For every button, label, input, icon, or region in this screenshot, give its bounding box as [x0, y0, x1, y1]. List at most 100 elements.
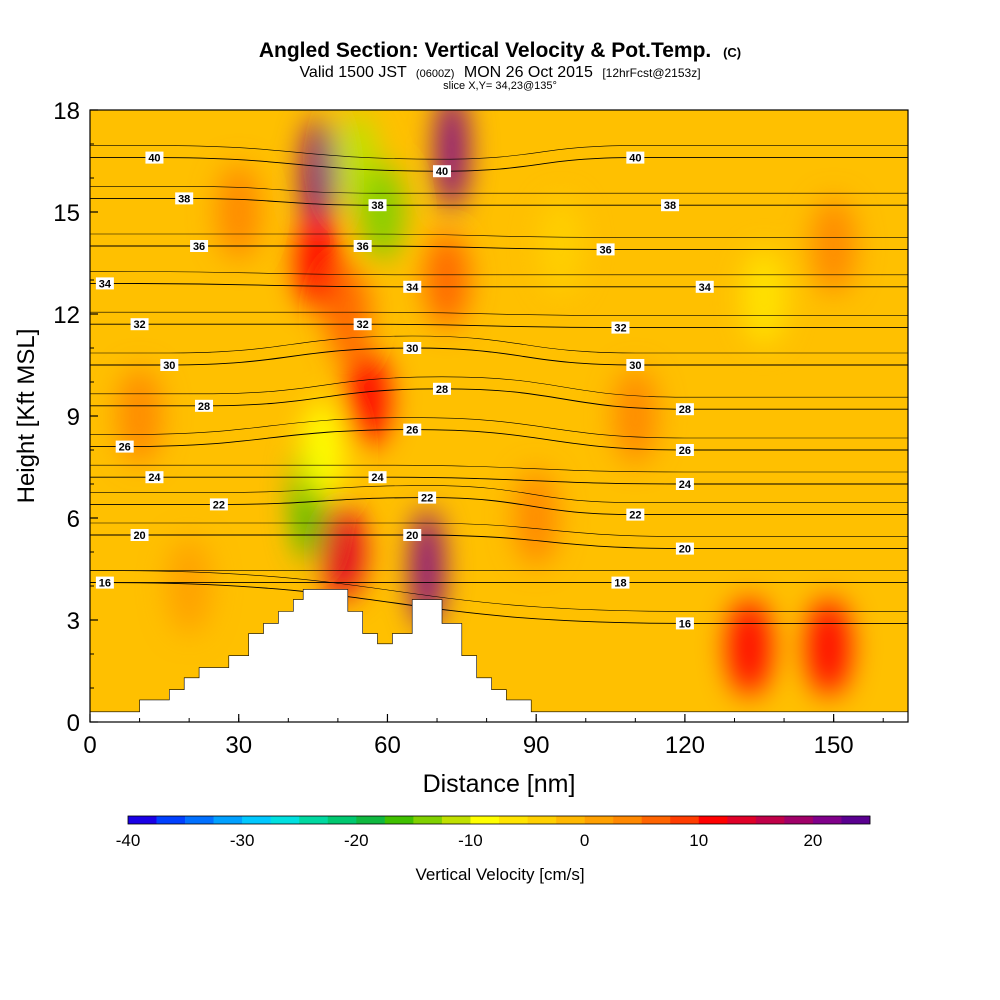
x-tick-label-120: 120 [665, 732, 705, 759]
velocity-cell-1 [296, 215, 341, 311]
contour-label-text: 22 [421, 493, 433, 505]
contour-label-text: 20 [133, 530, 145, 542]
theta-contour-minor-34 [90, 271, 908, 276]
velocity-cell-16 [117, 368, 162, 464]
contour-label-40-1: 40 [432, 165, 451, 178]
contour-label-text: 32 [133, 319, 145, 331]
y-tick-label-18: 18 [53, 98, 80, 125]
contour-label-text: 40 [148, 153, 160, 165]
contour-label-text: 38 [371, 200, 383, 212]
x-tick-label-0: 0 [83, 732, 96, 759]
y-tick-label-9: 9 [67, 404, 80, 431]
x-tick-label-150: 150 [814, 732, 854, 759]
contour-label-text: 16 [99, 578, 111, 590]
plot-background [90, 110, 908, 722]
contour-label-text: 24 [371, 472, 384, 484]
svg-text:Valid 1500 JST (0600Z): Valid 1500 JST (0600Z) MON 26 Oct 2015 [… [299, 64, 700, 81]
colorbar-tick--40: -40 [116, 831, 141, 850]
chart-title-unit: (C) [723, 45, 741, 60]
contour-label-28-0: 28 [195, 399, 214, 413]
colorbar-tick--30: -30 [230, 831, 255, 850]
contour-label-text: 22 [213, 499, 225, 511]
velocity-cell-5 [424, 232, 469, 328]
velocity-field [117, 110, 856, 696]
contour-label-text: 30 [163, 360, 175, 372]
contour-label-text: 34 [406, 282, 419, 294]
y-axis-label: Height [Kft MSL] [13, 329, 40, 504]
contour-label-text: 16 [679, 618, 691, 630]
colorbar-tick-0: 0 [580, 831, 589, 850]
contour-label-20-2: 20 [675, 542, 694, 556]
contour-label-text: 24 [679, 479, 692, 491]
colorbar-swatch-16 [584, 816, 614, 824]
velocity-cell-21 [514, 470, 559, 566]
subtitle-forecast: [12hrFcst@2153z] [602, 66, 700, 80]
colorbar-swatch-0 [128, 816, 157, 824]
y-tick-label-0: 0 [67, 710, 80, 737]
x-tick-label-60: 60 [374, 732, 401, 759]
contour-label-38-1: 38 [368, 199, 387, 212]
contour-label-22-0: 22 [209, 498, 228, 511]
theta-contour-minor-20 [90, 522, 908, 537]
contour-label-28-2: 28 [675, 403, 694, 416]
colorbar-swatch-15 [556, 816, 585, 824]
velocity-cell-14 [742, 249, 787, 345]
contour-label-32-2: 32 [611, 321, 630, 335]
theta-contour-minor-38 [90, 186, 908, 194]
contour-label-text: 38 [178, 193, 190, 205]
x-tick-label-90: 90 [523, 732, 550, 759]
colorbar-frame [127, 815, 871, 825]
contour-label-text: 24 [148, 472, 161, 484]
contour-label-text: 40 [629, 153, 641, 165]
contour-label-34-2: 34 [695, 280, 714, 294]
contour-label-text: 20 [406, 530, 418, 542]
colorbar-swatch-24 [812, 816, 842, 824]
colorbar-swatch-4 [242, 816, 271, 824]
theta-contour-minor-22 [90, 485, 908, 503]
velocity-cell-9 [301, 402, 346, 498]
theta-contour-minor-36 [90, 233, 908, 238]
colorbar-swatch-21 [727, 816, 757, 824]
contour-label-30-2: 30 [626, 359, 645, 372]
y-axis: 0 3 6 9 12 15 18 [53, 98, 98, 737]
chart-header: Angled Section: Vertical Velocity & Pot.… [259, 39, 741, 92]
colorbar-swatch-10 [413, 816, 443, 824]
colorbar-tick--20: -20 [344, 831, 369, 850]
contour-label-24-1: 24 [368, 471, 387, 484]
colorbar-swatch-9 [384, 816, 414, 824]
contour-label-34-1: 34 [403, 280, 422, 294]
chart-title: Angled Section: Vertical Velocity & Pot.… [259, 39, 711, 62]
contour-label-20-0: 20 [130, 529, 149, 542]
subtitle-utc: (0600Z) [416, 68, 455, 80]
contour-label-text: 30 [629, 360, 641, 372]
theta-contour-minor-32 [90, 311, 908, 316]
svg-text:Angled Section: Vertical Veloc: Angled Section: Vertical Velocity & Pot.… [259, 39, 741, 62]
colorbar-swatch-12 [470, 816, 500, 824]
theta-contour-minor-40 [90, 145, 908, 160]
contour-label-36-2: 36 [596, 243, 615, 256]
terrain [89, 589, 909, 723]
contour-label-text: 36 [599, 244, 611, 256]
theta-contour-28 [90, 388, 908, 410]
contour-label-26-2: 26 [675, 444, 694, 457]
colorbar-swatch-7 [327, 816, 357, 824]
contour-label-22-2: 22 [626, 508, 645, 522]
subtitle-valid: Valid 1500 JST [299, 64, 407, 81]
y-tick-label-6: 6 [67, 506, 80, 533]
y-tick-label-15: 15 [53, 200, 80, 227]
colorbar-swatch-6 [299, 816, 329, 824]
contour-label-40-0: 40 [145, 151, 164, 165]
colorbar-swatch-18 [641, 816, 671, 824]
contour-label-24-2: 24 [675, 478, 694, 491]
theta-contour-minor-28 [90, 376, 908, 398]
velocity-cell-18 [811, 198, 856, 294]
contour-label-text: 34 [99, 278, 112, 290]
theta-contour-minor-30 [90, 335, 908, 354]
contour-label-38-2: 38 [661, 199, 680, 212]
contour-label-text: 32 [357, 319, 369, 331]
colorbar-swatch-22 [755, 816, 785, 824]
colorbar-swatch-19 [670, 816, 700, 824]
contour-label-26-1: 26 [403, 423, 422, 437]
contour-label-32-1: 32 [353, 318, 372, 331]
